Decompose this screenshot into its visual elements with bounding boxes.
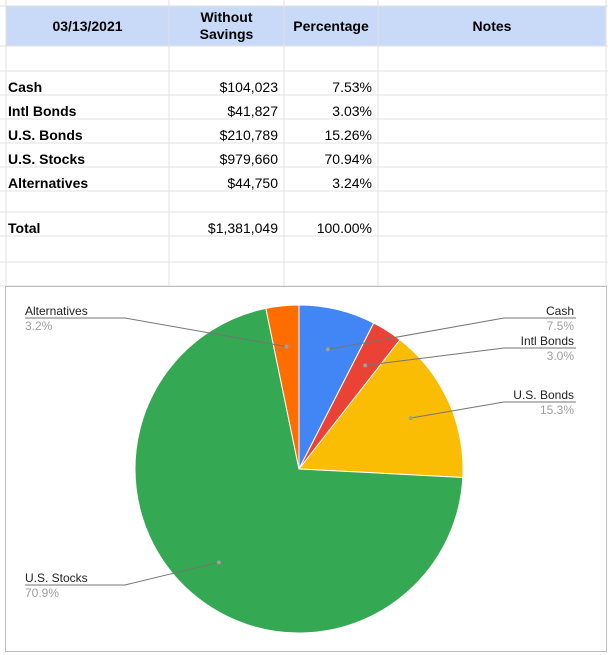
pie-chart[interactable]: Cash 7.5% Intl Bonds 3.0% U.S. Bonds 15.3% U.S… [5, 286, 607, 652]
leader-dot-u-s-stocks [216, 560, 221, 565]
leader-dot-u-s-bonds [408, 415, 413, 420]
slice-label-u-s-stocks: U.S. Stocks [25, 571, 88, 585]
row-us-stocks-amount[interactable]: $979,660 [219, 151, 278, 167]
row-cash-pct[interactable]: 7.53% [332, 79, 372, 95]
slice-label-intl-bonds: Intl Bonds [521, 334, 574, 348]
row-us-bonds-amount[interactable]: $210,789 [219, 127, 278, 143]
slice-pct-u-s-bonds: 15.3% [540, 403, 574, 417]
header-date[interactable]: 03/13/2021 [52, 17, 123, 34]
leader-dot-alternatives [284, 344, 289, 349]
header-without-savings-line1: Without [200, 9, 253, 25]
leader-line-u-s-bonds [410, 401, 576, 419]
row-alternatives-amount[interactable]: $44,750 [227, 175, 278, 191]
header-without-savings[interactable]: Without Savings [169, 6, 284, 46]
leader-line-intl-bonds [365, 347, 576, 366]
slice-pct-intl-bonds: 3.0% [547, 349, 575, 363]
pie-slice-u-s-bonds[interactable] [298, 339, 464, 479]
row-us-stocks-pct[interactable]: 70.94% [324, 151, 372, 167]
row-alternatives-label[interactable]: Alternatives [8, 175, 89, 191]
row-cash-label[interactable]: Cash [8, 79, 43, 95]
pie-slice-u-s-stocks[interactable] [134, 307, 464, 634]
header-percentage[interactable]: Percentage [293, 17, 369, 34]
spreadsheet-grid [0, 0, 608, 290]
row-total-pct[interactable]: 100.00% [316, 220, 372, 236]
row-us-bonds-label[interactable]: U.S. Bonds [8, 127, 83, 143]
row-total-label[interactable]: Total [8, 220, 41, 236]
header-without-savings-line2: Savings [199, 26, 254, 42]
row-intl-bonds-pct[interactable]: 3.03% [332, 103, 372, 119]
slice-pct-cash: 7.5% [547, 319, 575, 333]
leader-dot-intl-bonds [363, 363, 368, 368]
leader-dot-cash [325, 347, 330, 352]
row-total-amount[interactable]: $1,381,049 [207, 220, 278, 236]
pie-slice-alternatives[interactable] [265, 304, 300, 470]
row-cash-amount[interactable]: $104,023 [219, 79, 278, 95]
row-alternatives-pct[interactable]: 3.24% [332, 175, 372, 191]
slice-pct-u-s-stocks: 70.9% [25, 586, 59, 600]
slice-pct-alternatives: 3.2% [25, 319, 53, 333]
leader-line-cash [327, 317, 576, 350]
row-intl-bonds-label[interactable]: Intl Bonds [8, 103, 77, 119]
row-intl-bonds-amount[interactable]: $41,827 [227, 103, 278, 119]
leader-line-u-s-stocks [25, 561, 219, 586]
slice-label-alternatives: Alternatives [25, 304, 88, 318]
slice-label-u-s-bonds: U.S. Bonds [513, 388, 574, 402]
slice-label-cash: Cash [546, 304, 574, 318]
row-us-bonds-pct[interactable]: 15.26% [324, 127, 372, 143]
leader-line-alternatives [25, 317, 287, 348]
row-us-stocks-label[interactable]: U.S. Stocks [8, 151, 86, 167]
header-notes[interactable]: Notes [472, 17, 512, 34]
